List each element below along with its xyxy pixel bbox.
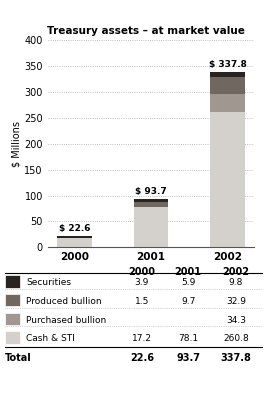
Text: Total: Total	[5, 353, 32, 363]
Text: 32.9: 32.9	[226, 297, 246, 306]
Text: 260.8: 260.8	[223, 334, 249, 344]
Bar	[134, 199, 168, 202]
Bar	[5, 294, 20, 306]
Bar	[134, 202, 168, 207]
Bar	[5, 332, 20, 344]
Text: 93.7: 93.7	[176, 353, 200, 363]
Bar	[210, 77, 245, 94]
Bar	[57, 239, 92, 247]
Text: $ 93.7: $ 93.7	[135, 187, 167, 196]
Text: 22.6: 22.6	[130, 353, 154, 363]
Bar	[57, 236, 92, 238]
Y-axis label: $ Millions: $ Millions	[11, 120, 21, 167]
Text: 34.3: 34.3	[226, 316, 246, 325]
Text: 17.2: 17.2	[132, 334, 152, 344]
Text: Securities: Securities	[26, 279, 72, 287]
Bar	[210, 112, 245, 247]
Text: Cash & STI: Cash & STI	[26, 334, 75, 344]
Text: $ 337.8: $ 337.8	[209, 60, 247, 69]
Text: 2001: 2001	[175, 267, 202, 277]
Bar	[210, 72, 245, 77]
Bar	[5, 275, 20, 288]
Text: 2002: 2002	[222, 267, 249, 277]
Text: 3.9: 3.9	[135, 279, 149, 287]
Text: 78.1: 78.1	[178, 334, 198, 344]
Text: 337.8: 337.8	[220, 353, 251, 363]
Text: 2000: 2000	[128, 267, 155, 277]
Text: 9.7: 9.7	[181, 297, 195, 306]
Bar	[134, 207, 168, 247]
Text: 5.9: 5.9	[181, 279, 195, 287]
Text: $ 22.6: $ 22.6	[59, 223, 90, 233]
Text: 1.5: 1.5	[135, 297, 149, 306]
Bar	[57, 238, 92, 239]
Text: Produced bullion: Produced bullion	[26, 297, 102, 306]
Text: Treasury assets – at market value: Treasury assets – at market value	[47, 26, 245, 36]
Bar	[5, 313, 20, 325]
Text: 9.8: 9.8	[229, 279, 243, 287]
Bar	[210, 94, 245, 112]
Text: Purchased bullion: Purchased bullion	[26, 316, 107, 325]
